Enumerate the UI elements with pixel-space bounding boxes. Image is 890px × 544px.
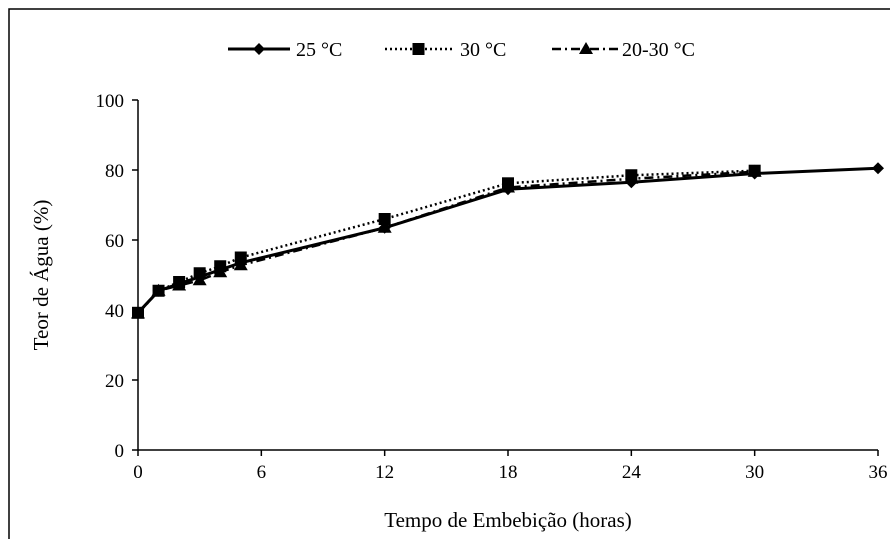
x-tick-label: 0 [133,462,143,483]
x-tick-label: 24 [622,462,642,483]
x-tick-label: 6 [257,462,267,483]
legend-marker [579,42,593,54]
legend-item: 25 °C [228,39,342,61]
y-tick-label: 100 [96,91,125,112]
legend-item: 20-30 °C [552,39,695,61]
series-2 [131,164,762,319]
data-point [624,171,639,184]
data-point [172,278,187,291]
legend-label: 30 °C [460,39,506,61]
y-tick-label: 40 [105,301,124,322]
y-tick-label: 20 [105,371,124,392]
y-axis-title: Teor de Água (%) [29,200,53,351]
y-tick-label: 80 [105,161,124,182]
data-point [131,306,145,319]
legend: 25 °C 30 °C 20-30 °C [228,39,695,61]
data-point [234,251,247,264]
legend-marker [412,43,425,55]
data-point [872,162,884,175]
x-tick-label: 18 [499,462,518,483]
x-axis-title: Tempo de Embebição (horas) [384,508,632,532]
data-point [378,213,391,225]
series-group [131,162,884,319]
data-point [747,164,762,177]
data-point [233,258,248,271]
x-tick-label: 30 [745,462,764,483]
legend-label: 25 °C [296,39,342,61]
series-line [137,170,755,315]
data-point [192,273,207,286]
data-point [151,283,166,296]
x-tick-label: 36 [869,462,888,483]
data-point [213,265,228,278]
data-point [501,180,515,193]
legend-label: 20-30 °C [622,39,695,61]
x-tick-label: 12 [375,462,394,483]
chart-border [8,8,890,544]
y-tick-label: 0 [115,441,125,462]
series-line [137,169,755,314]
legend-marker [253,43,265,55]
data-point [377,220,392,233]
y-tick-label: 60 [105,231,124,252]
legend-item: 30 °C [385,39,506,61]
